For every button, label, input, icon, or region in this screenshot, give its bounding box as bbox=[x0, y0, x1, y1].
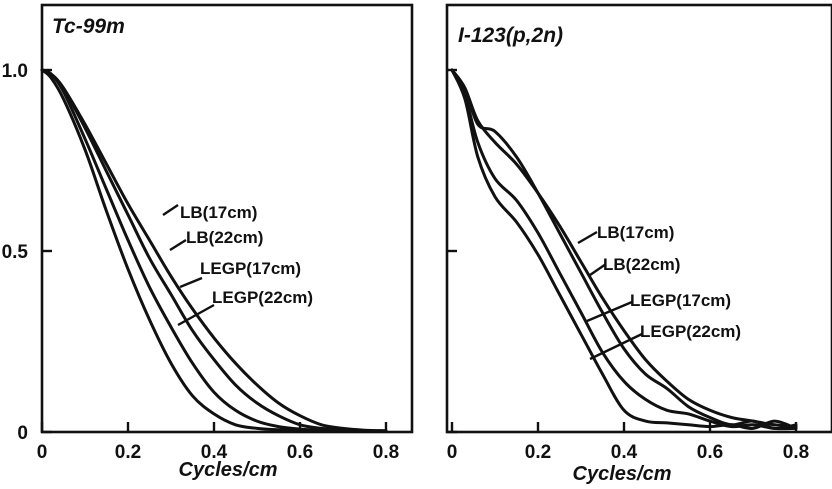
series-leader bbox=[586, 300, 633, 323]
series-label-lb-22cm: LB(22cm) bbox=[603, 255, 680, 274]
series-line-lb-17cm bbox=[40, 68, 388, 433]
series-label-lb-17cm: LB(17cm) bbox=[180, 203, 257, 222]
panel-tc99m: Tc-99m 0 0.2 0.4 0.6 0.8 0 0.5 1.0 Cycles/cm LB(17… bbox=[2, 3, 414, 481]
series-line-lb-17cm bbox=[450, 68, 798, 429]
series-line-legp-22cm bbox=[40, 68, 388, 433]
x-tick-label: 0.8 bbox=[783, 442, 809, 463]
series-line-legp-17cm bbox=[40, 68, 388, 433]
x-tick-label: 0.4 bbox=[611, 442, 638, 463]
series-label-lb-17cm: LB(17cm) bbox=[597, 223, 674, 242]
series-label-legp-22cm: LEGP(22cm) bbox=[640, 322, 741, 341]
x-tick-label: 0 bbox=[447, 442, 458, 463]
panel-i123: I-123(p,2n) 0 0.2 0.4 0.6 0.8 Cycles/cm LB(17cm… bbox=[445, 3, 832, 485]
series-leader bbox=[589, 263, 607, 276]
x-tick-label: 0.6 bbox=[287, 442, 313, 463]
series-leader bbox=[177, 303, 215, 327]
y-tick-label: 1.0 bbox=[2, 61, 28, 82]
x-axis-label: Cycles/cm bbox=[179, 459, 278, 481]
plot-frame bbox=[445, 3, 832, 434]
panel-title: I-123(p,2n) bbox=[458, 24, 563, 47]
series-label-lb-22cm: LB(22cm) bbox=[186, 228, 263, 247]
series-line-legp-22cm bbox=[450, 68, 798, 430]
series-line-lb-22cm bbox=[450, 68, 798, 430]
x-tick-label: 0.8 bbox=[373, 442, 399, 463]
series-leader bbox=[577, 230, 598, 245]
series-line-lb-22cm bbox=[40, 68, 388, 433]
plot-frame bbox=[40, 3, 414, 434]
x-axis-label: Cycles/cm bbox=[573, 463, 672, 485]
series-label-legp-22cm: LEGP(22cm) bbox=[212, 288, 313, 307]
x-tick-label: 0.2 bbox=[115, 442, 141, 463]
x-tick-label: 0.4 bbox=[201, 442, 228, 463]
panel-title: Tc-99m bbox=[52, 15, 125, 38]
series-line-legp-17cm bbox=[450, 68, 798, 431]
series-leader bbox=[169, 238, 187, 252]
y-tick-label: 0 bbox=[17, 423, 28, 444]
series-label-legp-17cm: LEGP(17cm) bbox=[200, 259, 301, 278]
x-tick-label: 0.6 bbox=[697, 442, 723, 463]
series-label-legp-17cm: LEGP(17cm) bbox=[630, 291, 731, 310]
y-tick-label: 0.5 bbox=[2, 242, 29, 263]
x-tick-label: 0 bbox=[37, 442, 48, 463]
x-tick-label: 0.2 bbox=[525, 442, 551, 463]
series-leader bbox=[162, 204, 179, 216]
series-leader bbox=[589, 332, 643, 361]
series-leader bbox=[179, 276, 203, 289]
